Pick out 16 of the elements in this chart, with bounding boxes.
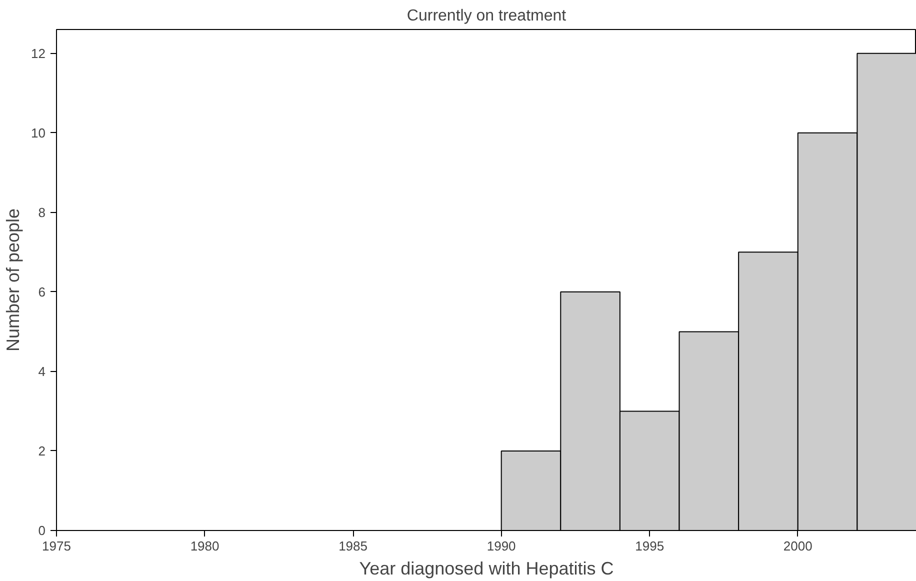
y-axis-title: Number of people [3, 208, 24, 352]
chart-title: Currently on treatment [406, 8, 567, 24]
x-tick-label: 1980 [190, 538, 220, 554]
y-tick-label: 2 [38, 443, 46, 458]
x-tick-label: 1995 [635, 538, 664, 554]
x-tick-label: 1975 [42, 538, 71, 554]
x-tick-label: 1990 [486, 538, 516, 554]
y-tick-label: 4 [38, 364, 46, 379]
x-tick-label: 1985 [338, 538, 368, 554]
x-tick-label: 2000 [783, 538, 812, 554]
y-tick-label: 10 [31, 125, 46, 140]
y-tick-label: 8 [38, 204, 46, 220]
y-tick-label: 12 [31, 46, 46, 61]
y-tick-label: 6 [38, 284, 46, 300]
y-tick-label: 0 [38, 523, 46, 538]
x-axis-title: Year diagnosed with Hepatitis C [359, 558, 614, 578]
